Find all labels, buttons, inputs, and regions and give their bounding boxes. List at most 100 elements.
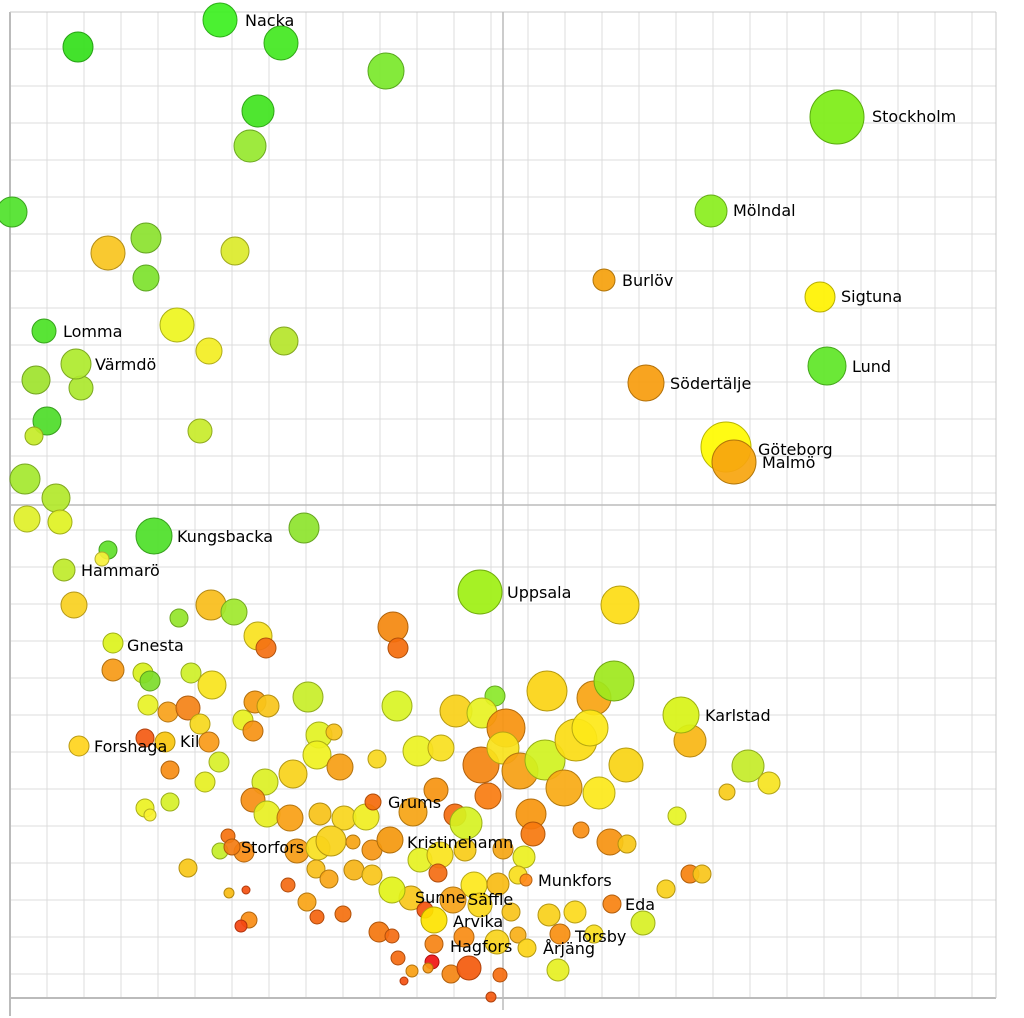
data-point[interactable]	[60, 591, 88, 619]
data-point[interactable]	[90, 235, 126, 271]
data-point[interactable]	[280, 877, 296, 893]
data-point[interactable]	[234, 919, 248, 933]
data-point[interactable]	[242, 720, 264, 742]
data-point[interactable]	[485, 991, 497, 1003]
data-point[interactable]	[608, 747, 644, 783]
data-point[interactable]	[422, 962, 434, 974]
data-point[interactable]	[160, 760, 180, 780]
data-point[interactable]	[428, 863, 448, 883]
data-point[interactable]	[233, 129, 267, 163]
data-point-grums[interactable]	[364, 793, 382, 811]
data-point[interactable]	[220, 598, 248, 626]
data-point[interactable]	[175, 695, 201, 721]
data-point[interactable]	[160, 792, 180, 812]
data-point[interactable]	[486, 872, 510, 896]
data-point[interactable]	[157, 701, 179, 723]
data-point[interactable]	[427, 734, 455, 762]
data-point[interactable]	[757, 771, 781, 795]
data-point-kungsbacka[interactable]	[135, 517, 173, 555]
data-point[interactable]	[367, 52, 405, 90]
data-point[interactable]	[0, 196, 28, 228]
data-point-forshaga[interactable]	[68, 735, 90, 757]
data-point[interactable]	[520, 821, 546, 847]
data-point[interactable]	[572, 821, 590, 839]
data-point-arvika[interactable]	[420, 906, 448, 934]
data-point[interactable]	[563, 900, 587, 924]
data-point[interactable]	[269, 326, 299, 356]
data-point[interactable]	[101, 658, 125, 682]
data-point[interactable]	[453, 838, 477, 862]
data-point[interactable]	[345, 834, 361, 850]
data-point[interactable]	[492, 967, 508, 983]
data-point[interactable]	[453, 926, 475, 948]
data-point[interactable]	[692, 864, 712, 884]
data-point-hammarö[interactable]	[52, 558, 76, 582]
data-point[interactable]	[456, 955, 482, 981]
data-point[interactable]	[178, 858, 198, 878]
data-point[interactable]	[32, 406, 62, 436]
data-point[interactable]	[263, 25, 299, 61]
data-point[interactable]	[718, 783, 736, 801]
data-point[interactable]	[21, 365, 51, 395]
data-point[interactable]	[501, 902, 521, 922]
data-point[interactable]	[367, 749, 387, 769]
data-point[interactable]	[545, 769, 583, 807]
data-point[interactable]	[474, 782, 502, 810]
data-point[interactable]	[198, 731, 220, 753]
data-point-storfors[interactable]	[223, 838, 241, 856]
data-point[interactable]	[546, 958, 570, 982]
data-point[interactable]	[617, 834, 637, 854]
data-point[interactable]	[509, 926, 527, 944]
data-point[interactable]	[390, 950, 406, 966]
data-point[interactable]	[220, 236, 250, 266]
data-point[interactable]	[593, 660, 635, 702]
data-point-säffle[interactable]	[439, 886, 467, 914]
data-point[interactable]	[137, 694, 159, 716]
data-point[interactable]	[343, 859, 365, 881]
data-point-gnesta[interactable]	[102, 632, 124, 654]
data-point[interactable]	[169, 608, 189, 628]
data-point[interactable]	[398, 797, 428, 827]
data-point-värmdö[interactable]	[60, 348, 92, 380]
data-point[interactable]	[315, 825, 347, 857]
data-point[interactable]	[361, 864, 383, 886]
data-point[interactable]	[731, 749, 765, 783]
data-point[interactable]	[9, 463, 41, 495]
data-point[interactable]	[68, 375, 94, 401]
data-point[interactable]	[492, 838, 514, 860]
data-point[interactable]	[667, 806, 687, 826]
data-point[interactable]	[584, 924, 604, 944]
data-point-munkfors[interactable]	[519, 873, 533, 887]
data-point[interactable]	[180, 662, 202, 684]
data-point-malmö[interactable]	[711, 439, 757, 485]
data-point-lomma[interactable]	[31, 318, 57, 344]
data-point[interactable]	[130, 222, 162, 254]
data-point[interactable]	[223, 887, 235, 899]
data-point[interactable]	[255, 637, 277, 659]
data-point-södertälje[interactable]	[627, 364, 665, 402]
data-point[interactable]	[256, 694, 280, 718]
data-point[interactable]	[467, 892, 493, 918]
data-point-sigtuna[interactable]	[804, 281, 836, 313]
data-point-kil[interactable]	[154, 731, 176, 753]
data-point[interactable]	[251, 768, 279, 796]
data-point[interactable]	[387, 637, 409, 659]
data-point[interactable]	[377, 611, 409, 643]
data-point[interactable]	[582, 776, 616, 810]
data-point[interactable]	[571, 709, 609, 747]
data-point[interactable]	[292, 681, 324, 713]
data-point-stockholm[interactable]	[809, 89, 865, 145]
data-point[interactable]	[405, 964, 419, 978]
data-point-årjäng[interactable]	[517, 938, 537, 958]
data-point[interactable]	[319, 869, 339, 889]
data-point[interactable]	[241, 885, 251, 895]
data-point[interactable]	[241, 94, 275, 128]
data-point[interactable]	[94, 551, 110, 567]
data-point[interactable]	[62, 31, 94, 63]
data-point[interactable]	[13, 505, 41, 533]
data-point[interactable]	[187, 418, 213, 444]
data-point[interactable]	[325, 723, 343, 741]
data-point[interactable]	[276, 804, 304, 832]
data-point-mölndal[interactable]	[694, 194, 728, 228]
data-point[interactable]	[306, 859, 326, 879]
